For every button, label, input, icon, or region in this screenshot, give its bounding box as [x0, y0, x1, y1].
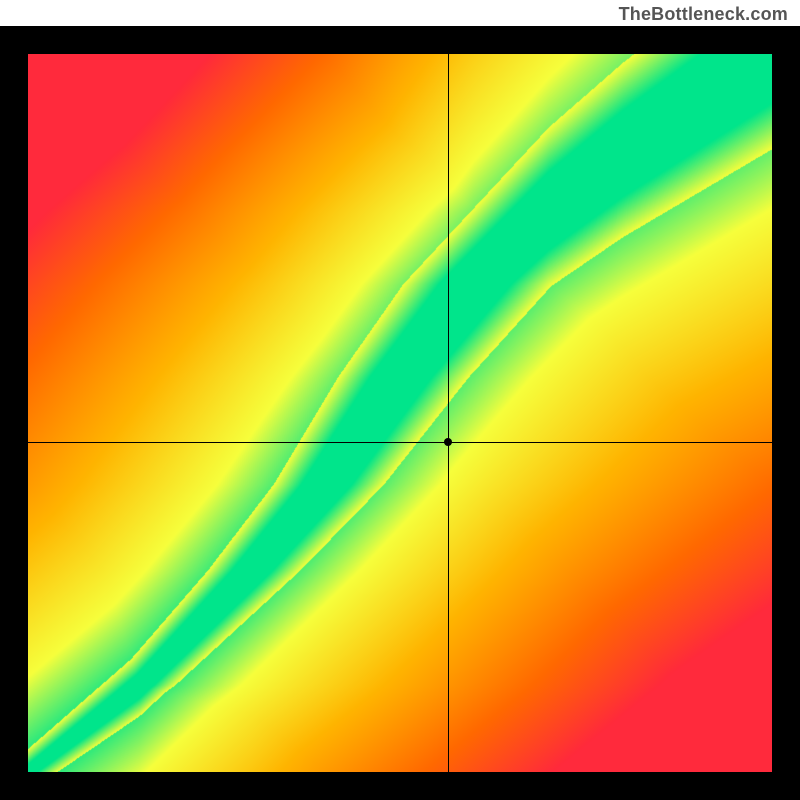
plot-area — [28, 54, 772, 772]
heatmap-canvas — [28, 54, 772, 772]
plot-outer-border — [0, 26, 800, 800]
watermark-text: TheBottleneck.com — [619, 4, 788, 25]
crosshair-horizontal — [28, 442, 772, 443]
crosshair-marker — [444, 438, 452, 446]
crosshair-vertical — [448, 54, 449, 772]
viewport: TheBottleneck.com — [0, 0, 800, 800]
